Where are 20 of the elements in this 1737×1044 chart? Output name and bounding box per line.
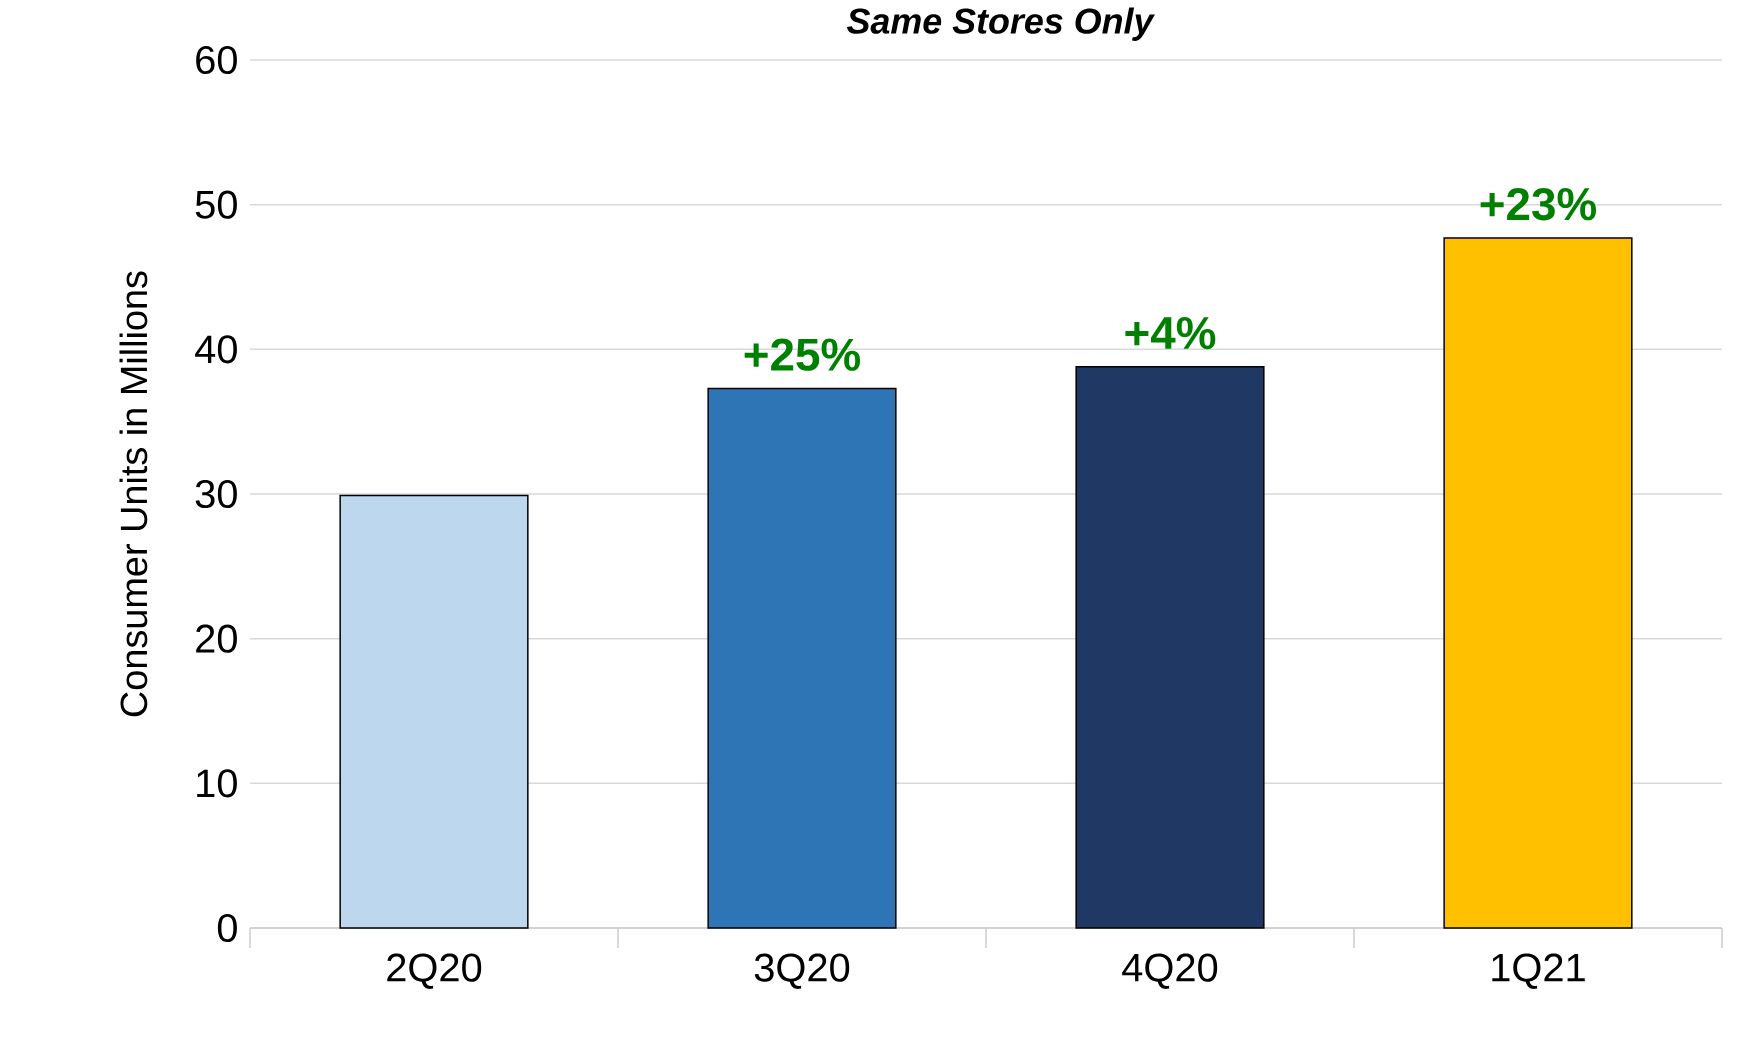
y-tick-label: 20 <box>196 624 237 653</box>
y-tick-label: 60 <box>196 45 237 75</box>
y-tick-label: 40 <box>195 335 237 364</box>
y-axis-title: Consumer Units in Millions <box>119 271 148 717</box>
y-tick-label: 10 <box>197 769 237 798</box>
bar <box>1075 365 1265 929</box>
y-tick-label: 0 <box>217 913 237 943</box>
annotation: +4% <box>1125 316 1216 350</box>
bar <box>707 387 897 929</box>
bar <box>339 494 529 929</box>
x-tick-label: 1Q21 <box>1492 953 1585 989</box>
annotation: +25% <box>744 338 861 371</box>
chart-title: Same Stores Only <box>846 7 1155 41</box>
y-tick-label: 30 <box>195 479 237 509</box>
bar <box>1443 237 1633 929</box>
x-tick-label: 2Q20 <box>387 953 482 989</box>
x-tick-label: 4Q20 <box>1122 953 1218 989</box>
y-tick-label: 50 <box>195 190 237 219</box>
x-tick-label: 3Q20 <box>754 953 850 989</box>
annotation: +23% <box>1480 187 1597 221</box>
